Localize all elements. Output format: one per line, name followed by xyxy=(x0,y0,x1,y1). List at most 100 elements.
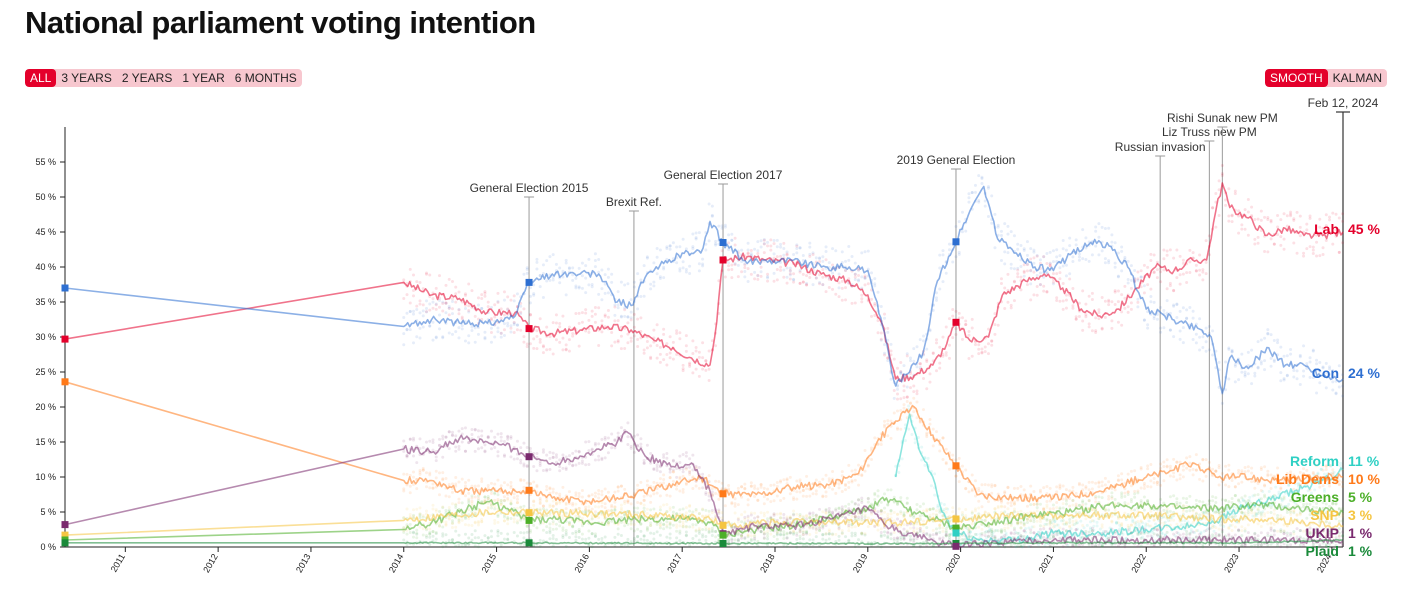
poll-dot xyxy=(1289,512,1293,516)
poll-dot xyxy=(684,247,688,251)
poll-dot xyxy=(788,268,792,272)
poll-dot xyxy=(577,321,581,325)
poll-dot xyxy=(476,494,480,498)
poll-dot xyxy=(691,510,695,514)
poll-dot xyxy=(671,357,675,361)
poll-dot xyxy=(506,522,510,526)
poll-dot xyxy=(418,506,422,510)
poll-dot xyxy=(970,190,974,194)
poll-dot xyxy=(1155,482,1159,486)
poll-dot xyxy=(759,274,763,278)
poll-dot xyxy=(775,537,779,541)
poll-dot xyxy=(762,532,766,536)
poll-dot xyxy=(1168,518,1172,522)
poll-dot xyxy=(493,491,497,495)
poll-dot xyxy=(941,526,945,530)
poll-dot xyxy=(772,242,776,246)
poll-dot xyxy=(1282,481,1286,485)
poll-dot xyxy=(496,291,500,295)
poll-dot xyxy=(928,507,932,511)
poll-dot xyxy=(844,504,848,508)
range-button-1-year[interactable]: 1 YEAR xyxy=(182,71,225,85)
poll-dot xyxy=(808,516,812,520)
poll-dot xyxy=(896,503,900,507)
poll-dot xyxy=(1133,508,1137,512)
poll-dot xyxy=(412,470,416,474)
poll-dot xyxy=(1165,287,1169,291)
poll-dot xyxy=(831,487,835,491)
poll-dot xyxy=(1285,224,1289,228)
poll-dot xyxy=(1035,519,1039,523)
poll-dot xyxy=(642,264,646,268)
poll-dot xyxy=(1074,317,1078,321)
poll-dot xyxy=(1042,507,1046,511)
range-button-all[interactable]: ALL xyxy=(25,69,57,87)
poll-dot xyxy=(1074,519,1078,523)
poll-dot xyxy=(1279,514,1283,518)
poll-dot xyxy=(1042,255,1046,259)
poll-dot xyxy=(525,481,529,485)
poll-dot xyxy=(844,286,848,290)
poll-dot xyxy=(886,512,890,516)
poll-dot xyxy=(525,465,529,469)
poll-dot xyxy=(1032,293,1036,297)
poll-dot xyxy=(850,254,854,258)
poll-dot xyxy=(1302,472,1306,476)
poll-dot xyxy=(899,370,903,374)
poll-dot xyxy=(457,336,461,340)
poll-dot xyxy=(710,213,714,217)
poll-dot xyxy=(467,282,471,286)
poll-dot xyxy=(1154,522,1158,526)
poll-dot xyxy=(779,516,783,520)
poll-dot xyxy=(649,500,653,504)
poll-dot xyxy=(753,535,757,539)
poll-dot xyxy=(600,319,604,323)
poll-dot xyxy=(1214,500,1218,504)
poll-dot xyxy=(418,299,422,303)
poll-dot xyxy=(532,293,536,297)
poll-dot xyxy=(899,512,903,516)
poll-dot xyxy=(681,367,685,371)
poll-dot xyxy=(814,478,818,482)
poll-dot xyxy=(1176,531,1180,535)
poll-dot xyxy=(636,344,640,348)
poll-dot xyxy=(694,529,698,533)
poll-dot xyxy=(480,429,484,433)
poll-dot xyxy=(613,500,617,504)
poll-dot xyxy=(1074,491,1078,495)
x-tick-label: 2016 xyxy=(572,552,591,574)
poll-dot xyxy=(1266,473,1270,477)
poll-dot xyxy=(762,238,766,242)
poll-dot xyxy=(1168,281,1172,285)
poll-dot xyxy=(889,377,893,381)
poll-dot xyxy=(1175,302,1179,306)
mode-button-smooth[interactable]: SMOOTH xyxy=(1265,69,1328,87)
poll-dot xyxy=(402,449,406,453)
poll-dot xyxy=(1063,522,1067,526)
poll-dot xyxy=(1025,520,1029,524)
range-button-2-years[interactable]: 2 YEARS xyxy=(121,71,173,85)
poll-dot xyxy=(463,307,467,311)
poll-dot xyxy=(960,210,964,214)
x-tick-label: 2012 xyxy=(201,552,220,574)
poll-dot xyxy=(947,534,951,538)
poll-dot xyxy=(973,343,977,347)
x-tick-label: 2011 xyxy=(109,552,127,574)
event-label: Russian invasion xyxy=(1115,140,1206,154)
poll-dot xyxy=(652,492,656,496)
poll-dot xyxy=(977,200,981,204)
poll-dot xyxy=(1337,250,1341,254)
poll-dot xyxy=(1324,361,1328,365)
poll-dot xyxy=(934,341,938,345)
range-button-3-years[interactable]: 3 YEARS xyxy=(61,71,112,85)
mode-button-kalman[interactable]: KALMAN xyxy=(1332,71,1383,85)
poll-dot xyxy=(925,347,929,351)
range-button-6-months[interactable]: 6 MONTHS xyxy=(234,71,297,85)
poll-dot xyxy=(652,480,656,484)
poll-dot xyxy=(985,536,989,540)
poll-dot xyxy=(528,312,532,316)
poll-dot xyxy=(740,259,744,263)
poll-dot xyxy=(1146,464,1150,468)
poll-dot xyxy=(1322,489,1326,493)
poll-dot xyxy=(493,521,497,525)
